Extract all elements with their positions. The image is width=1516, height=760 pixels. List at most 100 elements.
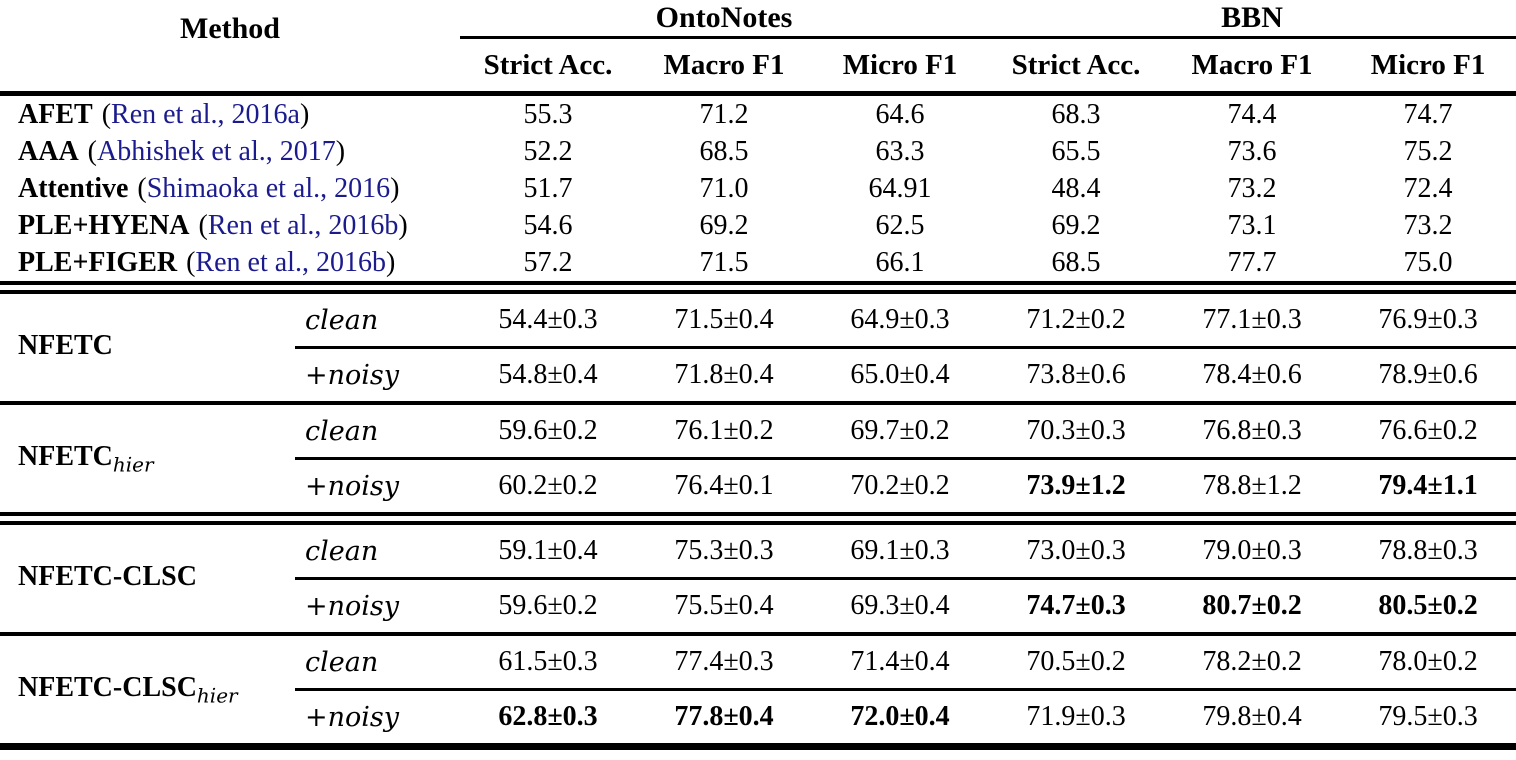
metric-value-best: 80.7±0.2 <box>1202 590 1302 621</box>
column-header-strict-acc-ontonotes: Strict Acc. <box>460 37 636 96</box>
metric-value: 57.2 <box>523 246 573 278</box>
method-name: AFET <box>18 98 93 130</box>
model-subscript: hier <box>112 452 154 477</box>
metric-value: 69.3±0.4 <box>850 590 950 621</box>
variant-label: clean <box>295 525 460 580</box>
metric-value: 77.4±0.3 <box>636 636 812 691</box>
metric-value: 59.6±0.2 <box>498 590 598 621</box>
separator-row <box>0 281 1516 294</box>
metric-value: 70.5±0.2 <box>988 636 1165 691</box>
citation-link[interactable]: (Shimaoka et al., 2016) <box>137 172 400 204</box>
variant-label: clean <box>295 405 460 460</box>
column-header-strict-acc-bbn: Strict Acc. <box>988 37 1165 96</box>
method-name: PLE+HYENA <box>18 209 190 241</box>
metric-value: 69.1±0.3 <box>812 525 989 580</box>
column-header-macro-f1-bbn: Macro F1 <box>1164 37 1341 96</box>
citation-link[interactable]: (Ren et al., 2016b) <box>186 246 396 278</box>
metric-value: 48.4 <box>1051 172 1101 204</box>
table-row-afet: AFET (Ren et al., 2016a) 55.3 71.2 64.6 6… <box>0 94 1516 134</box>
metric-value: 73.1 <box>1227 209 1277 241</box>
table-row-nfetc-hier-clean: NFETChier clean 59.6±0.2 76.1±0.2 69.7±0… <box>0 405 1516 476</box>
metric-value: 73.8±0.6 <box>1026 359 1126 390</box>
separator-row <box>0 632 1516 636</box>
metric-value: 78.4±0.6 <box>1202 359 1302 390</box>
metric-value: 61.5±0.3 <box>460 636 636 691</box>
double-rule <box>0 512 1516 525</box>
metric-value: 78.0±0.2 <box>1340 636 1516 691</box>
metric-value: 76.4±0.1 <box>674 470 774 501</box>
metric-value: 78.8±1.2 <box>1202 470 1302 501</box>
metric-value: 76.1±0.2 <box>636 405 812 460</box>
column-group-bbn: BBN <box>988 0 1516 39</box>
metric-value-best: 72.0±0.4 <box>850 701 950 732</box>
method-name: AAA <box>18 135 79 167</box>
metric-value: 76.9±0.3 <box>1340 294 1516 349</box>
metric-value: 71.5±0.4 <box>636 294 812 349</box>
method-cell: PLE+HYENA (Ren et al., 2016b) <box>0 207 460 244</box>
metric-value: 51.7 <box>523 172 573 204</box>
table-row-nfetc-clsc-clean: NFETC-CLSC clean 59.1±0.4 75.3±0.3 69.1±… <box>0 525 1516 592</box>
metric-value: 72.4 <box>1403 172 1453 204</box>
metric-value: 69.2 <box>1051 209 1101 241</box>
metric-value: 71.4±0.4 <box>812 636 989 691</box>
table-row-attentive: Attentive (Shimaoka et al., 2016) 51.7 71… <box>0 170 1516 207</box>
metric-value: 62.5 <box>875 209 925 241</box>
metric-value: 78.2±0.2 <box>1164 636 1341 691</box>
metric-value: 75.0 <box>1403 246 1453 278</box>
metric-value: 73.2 <box>1227 172 1277 204</box>
metric-value-best: 62.8±0.3 <box>498 701 598 732</box>
metric-value: 73.2 <box>1403 209 1453 241</box>
method-cell: PLE+FIGER (Ren et al., 2016b) <box>0 244 460 281</box>
metric-value: 71.0 <box>699 172 749 204</box>
metric-value: 59.1±0.4 <box>460 525 636 580</box>
metric-value: 73.0±0.3 <box>988 525 1165 580</box>
metric-value: 60.2±0.2 <box>498 470 598 501</box>
metric-value-best: 79.4±1.1 <box>1378 470 1478 501</box>
metric-value-best: 74.7±0.3 <box>1026 590 1126 621</box>
metric-value: 66.1 <box>875 246 925 278</box>
model-name-cell: NFETC-CLSC <box>18 560 197 592</box>
metric-value: 68.5 <box>1051 246 1101 278</box>
metric-value: 77.1±0.3 <box>1164 294 1341 349</box>
metric-value: 54.8±0.4 <box>498 359 598 390</box>
method-cell: AFET (Ren et al., 2016a) <box>0 94 460 134</box>
citation-link[interactable]: (Ren et al., 2016a) <box>101 98 310 130</box>
metric-value: 76.6±0.2 <box>1340 405 1516 460</box>
variant-label: +noisy <box>305 701 400 733</box>
column-header-macro-f1-ontonotes: Macro F1 <box>636 37 812 96</box>
citation-link[interactable]: (Ren et al., 2016b) <box>198 209 408 241</box>
metric-value: 78.9±0.6 <box>1378 359 1478 390</box>
metric-value: 69.2 <box>699 209 749 241</box>
metric-value: 59.6±0.2 <box>460 405 636 460</box>
separator-row <box>0 512 1516 525</box>
metric-value: 71.5 <box>699 246 749 278</box>
table-row-nfetc-hier-noisy: +noisy 60.2±0.2 76.4±0.1 70.2±0.2 73.9±1… <box>0 459 1516 513</box>
metric-value: 71.2 <box>699 98 749 130</box>
metric-value: 77.7 <box>1227 246 1277 278</box>
metric-value: 78.8±0.3 <box>1340 525 1516 580</box>
method-cell: Attentive (Shimaoka et al., 2016) <box>0 170 460 207</box>
variant-label: +noisy <box>305 470 400 502</box>
metric-value: 70.2±0.2 <box>850 470 950 501</box>
metric-value: 76.8±0.3 <box>1164 405 1341 460</box>
variant-label: clean <box>295 294 460 349</box>
separator-row <box>0 743 1516 750</box>
method-name: Attentive <box>18 172 129 204</box>
metric-value: 52.2 <box>523 135 573 167</box>
metric-value: 70.3±0.3 <box>988 405 1165 460</box>
header-row-metrics: Strict Acc. Macro F1 Micro F1 Strict Acc… <box>0 37 1516 96</box>
header-row-groups: Method OntoNotes BBN <box>0 0 1516 96</box>
double-rule <box>0 281 1516 294</box>
metric-value: 68.3 <box>1051 98 1101 130</box>
variant-label: clean <box>295 636 460 691</box>
metric-value-best: 77.8±0.4 <box>674 701 774 732</box>
table-row-ple-figer: PLE+FIGER (Ren et al., 2016b) 57.2 71.5 6… <box>0 244 1516 281</box>
metric-value: 65.5 <box>1051 135 1101 167</box>
metric-value: 64.6 <box>875 98 925 130</box>
metric-value: 75.2 <box>1403 135 1453 167</box>
citation-link[interactable]: (Abhishek et al., 2017) <box>87 135 346 167</box>
metric-value: 75.5±0.4 <box>674 590 774 621</box>
metric-value: 71.2±0.2 <box>988 294 1165 349</box>
single-rule <box>0 632 1516 636</box>
